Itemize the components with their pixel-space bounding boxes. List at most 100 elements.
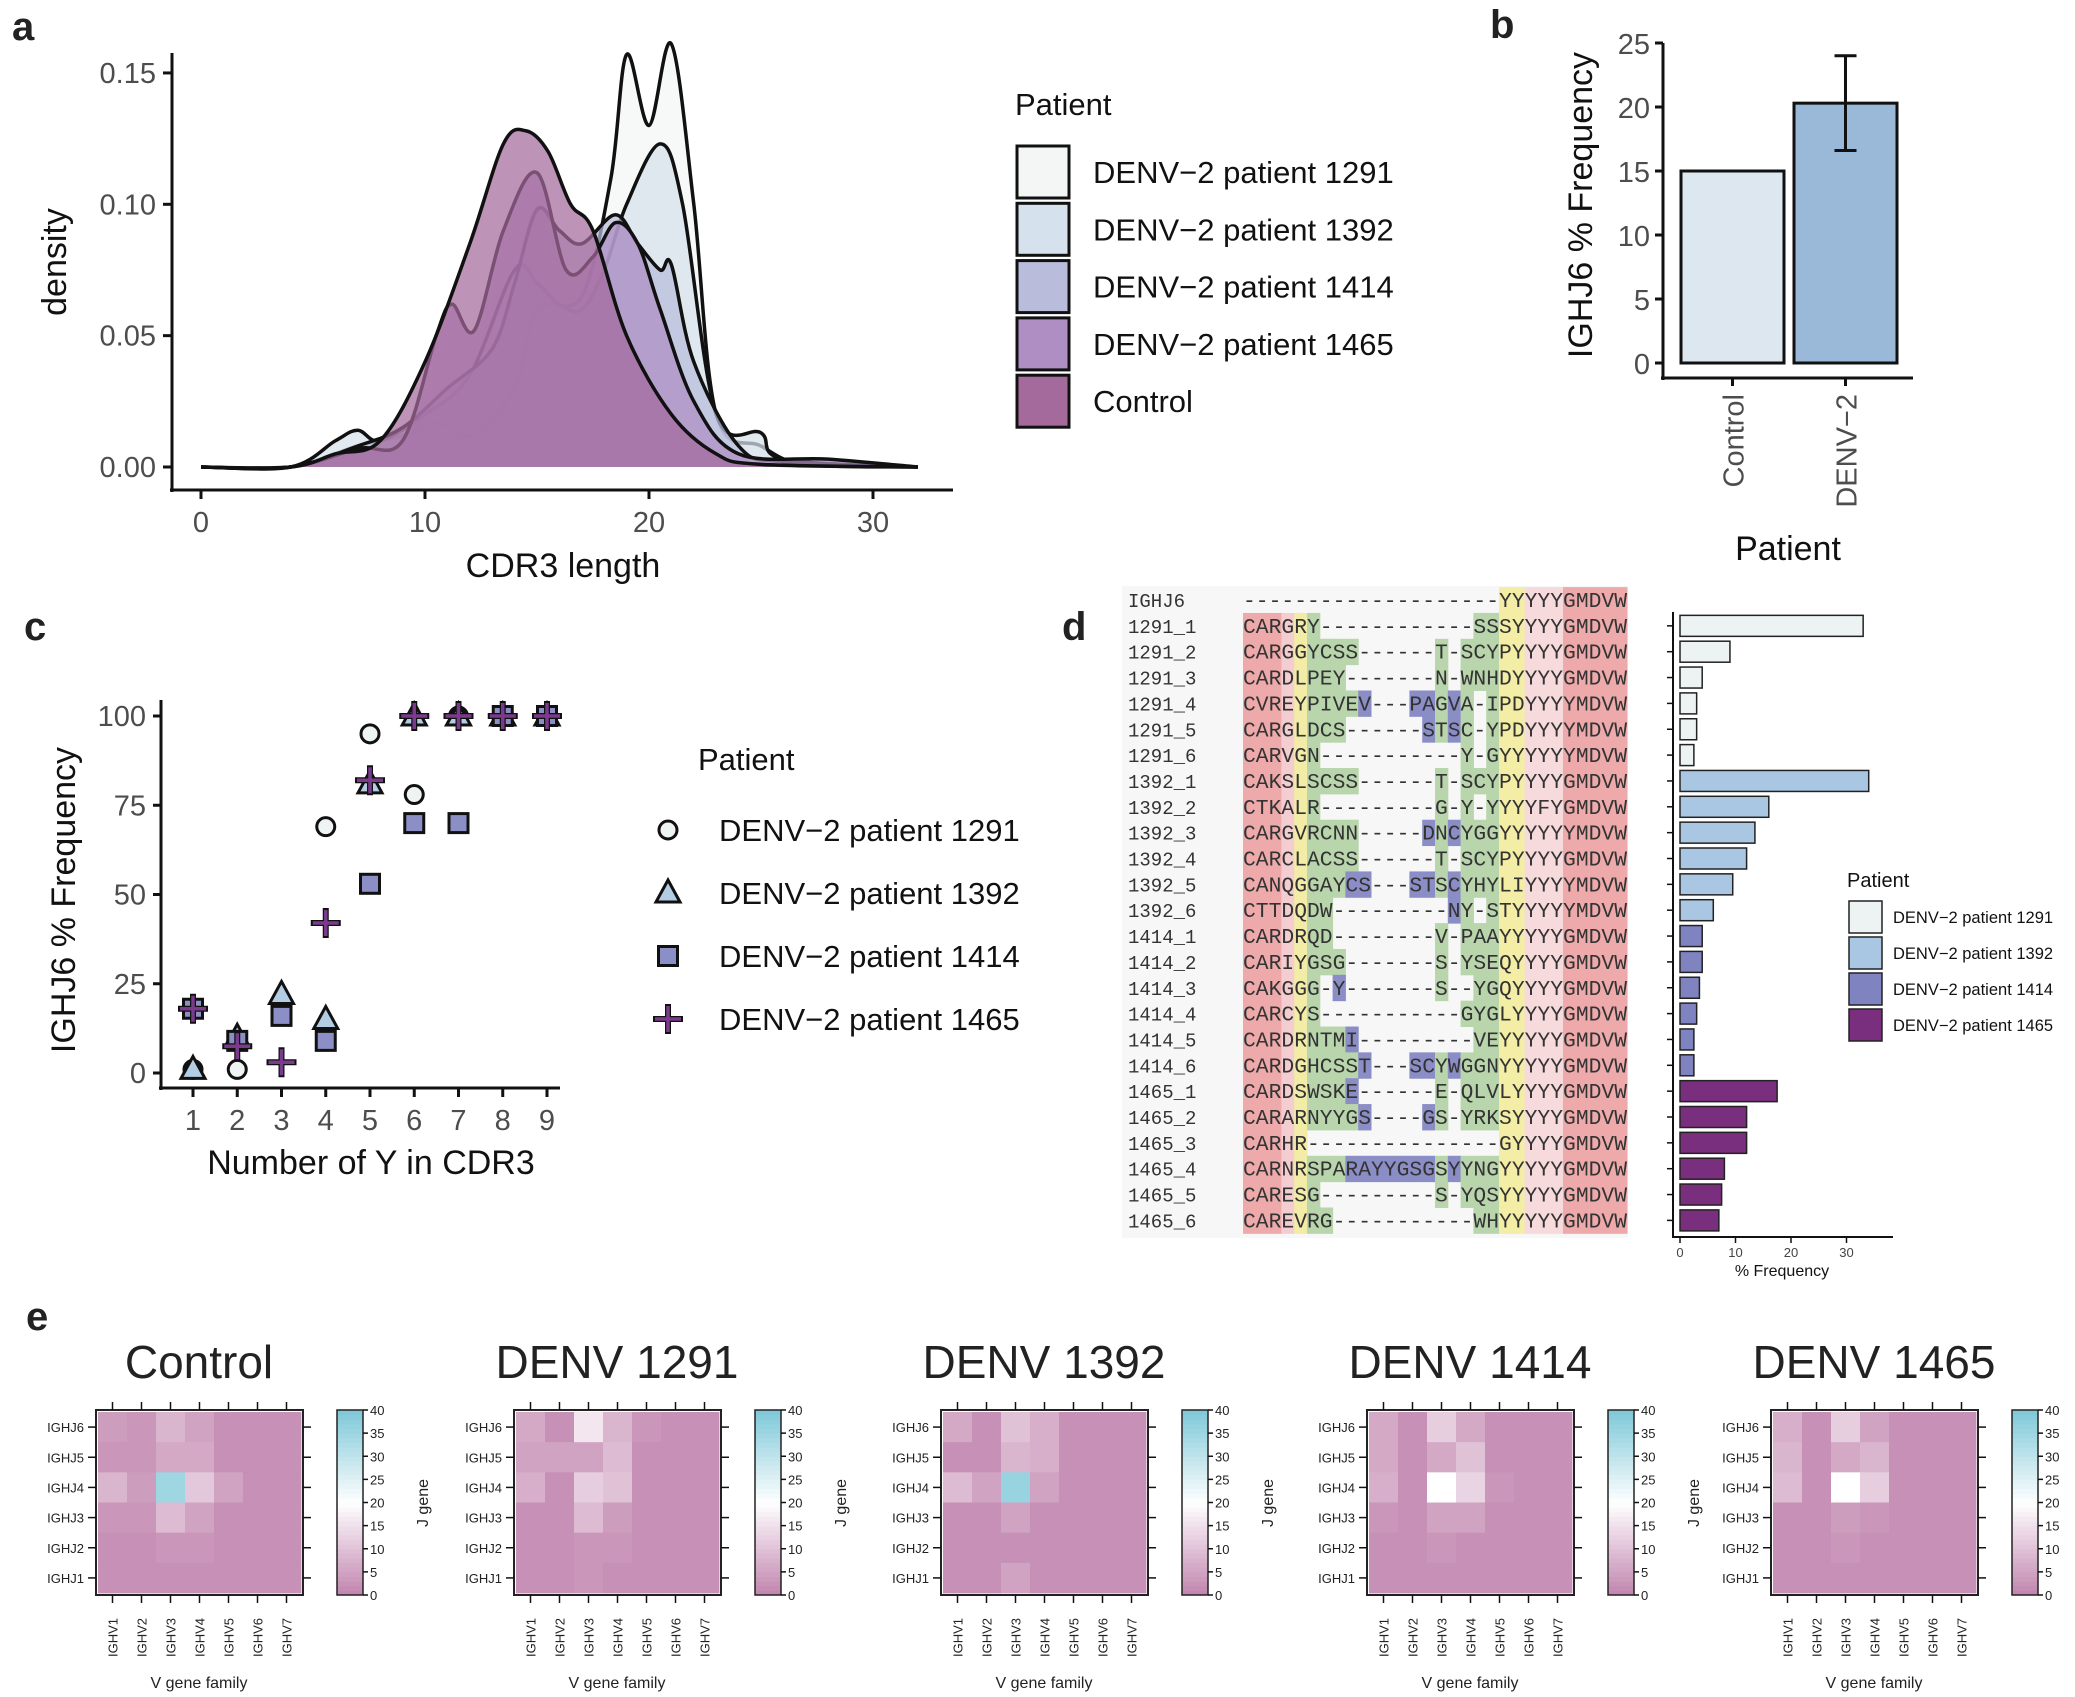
residue-highlight bbox=[1601, 871, 1615, 898]
colorbar-step bbox=[1608, 1484, 1634, 1490]
residue-highlight bbox=[1307, 1104, 1321, 1131]
heatmap-cell bbox=[127, 1412, 157, 1443]
residue-highlight bbox=[1499, 845, 1513, 872]
residue-highlight bbox=[1319, 897, 1334, 924]
heatmap-cell bbox=[690, 1532, 720, 1564]
residue-highlight bbox=[1511, 1026, 1526, 1053]
colorbar-step bbox=[1608, 1525, 1634, 1531]
heatmap-4 bbox=[1770, 1409, 2039, 1596]
residue-highlight bbox=[1550, 1000, 1564, 1028]
residue-highlight bbox=[1511, 819, 1526, 847]
colorbar-step bbox=[1182, 1497, 1208, 1503]
colorbar-step bbox=[755, 1419, 781, 1425]
heatmap-cell bbox=[156, 1472, 186, 1503]
residue-highlight bbox=[1614, 1155, 1628, 1183]
heatmap-cell bbox=[574, 1472, 604, 1503]
plus-fill bbox=[268, 1049, 295, 1076]
residue-highlight bbox=[1281, 612, 1295, 640]
colorbar-step bbox=[337, 1511, 363, 1517]
residue-highlight bbox=[1601, 1052, 1615, 1079]
x-tick-label-a: 10 bbox=[409, 507, 441, 539]
residue-highlight bbox=[1447, 690, 1462, 717]
heatmap-cell bbox=[972, 1532, 1002, 1564]
residue-highlight bbox=[1435, 1155, 1449, 1183]
heatmap-cell bbox=[1117, 1472, 1147, 1503]
x-axis-title-c: Number of Y in CDR3 bbox=[207, 1144, 535, 1182]
heatmap-col-label: IGHV7 bbox=[1955, 1618, 1970, 1657]
residue-highlight bbox=[1243, 793, 1257, 821]
residue-highlight bbox=[1499, 948, 1513, 976]
residue-highlight bbox=[1601, 1078, 1615, 1105]
colorbar-step bbox=[1608, 1507, 1634, 1513]
residue-highlight bbox=[1524, 897, 1538, 924]
residue-highlight bbox=[1435, 948, 1449, 976]
residue-highlight bbox=[1575, 897, 1590, 924]
colorbar-step bbox=[2012, 1530, 2038, 1536]
heatmap-cell bbox=[1543, 1412, 1573, 1443]
colorbar-step bbox=[755, 1553, 781, 1559]
residue-highlight bbox=[1524, 1207, 1538, 1234]
residue-highlight bbox=[1537, 1052, 1551, 1079]
residue-highlight bbox=[1588, 871, 1602, 898]
colorbar-step bbox=[337, 1433, 363, 1439]
residue-highlight bbox=[1614, 716, 1628, 743]
alignment-row-label: 1414_5 bbox=[1128, 1030, 1196, 1052]
heatmap-col-label: IGHV5 bbox=[640, 1618, 655, 1657]
heatmap-cell bbox=[214, 1502, 244, 1534]
alignment-row-label: 1291_4 bbox=[1128, 694, 1196, 716]
residue-highlight bbox=[1537, 845, 1551, 872]
heatmap-cell bbox=[1001, 1472, 1031, 1503]
residue-highlight bbox=[1422, 1104, 1436, 1131]
residue-highlight bbox=[1486, 819, 1500, 847]
colorbar-step bbox=[1608, 1447, 1634, 1453]
heatmap-cell bbox=[545, 1532, 575, 1564]
legend-title-a: Patient bbox=[1015, 87, 1112, 122]
residue-highlight bbox=[1473, 1207, 1487, 1234]
heatmap-col-label: IGHV2 bbox=[135, 1618, 150, 1657]
residue-highlight bbox=[1563, 1104, 1577, 1131]
residue-highlight bbox=[1435, 1078, 1449, 1105]
residue-highlight bbox=[1563, 664, 1577, 691]
heatmap-cell bbox=[1088, 1412, 1118, 1443]
heatmap-cell bbox=[214, 1442, 244, 1473]
heatmap-row-label: IGHJ4 bbox=[465, 1480, 502, 1495]
colorbar-step bbox=[2012, 1493, 2038, 1499]
frequency-bar bbox=[1679, 1002, 1698, 1025]
residue-highlight bbox=[1563, 1181, 1577, 1208]
residue-highlight bbox=[1281, 948, 1295, 976]
heatmap-row-label: IGHJ4 bbox=[1318, 1480, 1355, 1495]
heatmap-cell bbox=[603, 1412, 633, 1443]
colorbar-step bbox=[1182, 1423, 1208, 1429]
alignment-row-label: 1414_2 bbox=[1128, 953, 1196, 975]
frequency-bar bbox=[1679, 666, 1703, 689]
alignment-sequence: CAKSLSCSS------T-SCYPYYYYGMDVW bbox=[1243, 771, 1627, 795]
heatmap-cell bbox=[1543, 1502, 1573, 1534]
heatmap-cell bbox=[545, 1502, 575, 1534]
residue-highlight bbox=[1243, 742, 1257, 769]
heatmap-cell bbox=[1030, 1562, 1060, 1594]
residue-highlight bbox=[1499, 716, 1513, 743]
y-axis-title-c: IGHJ6 % Frequency bbox=[45, 747, 83, 1053]
residue-highlight bbox=[1332, 1026, 1346, 1053]
residue-highlight bbox=[1435, 1104, 1449, 1131]
heatmap-row-label: IGHJ3 bbox=[892, 1511, 929, 1526]
heatmap-cell bbox=[98, 1562, 128, 1594]
residue-highlight bbox=[1537, 612, 1551, 640]
heatmap-cell bbox=[1543, 1562, 1573, 1594]
residue-highlight bbox=[1307, 974, 1321, 1002]
residue-highlight bbox=[1294, 897, 1308, 924]
residue-highlight bbox=[1281, 664, 1295, 691]
residue-highlight bbox=[1345, 638, 1359, 666]
plus-fill bbox=[489, 703, 516, 729]
residue-highlight bbox=[1281, 638, 1295, 666]
residue-highlight bbox=[1563, 948, 1577, 976]
heatmap-cell bbox=[943, 1562, 973, 1594]
residue-highlight bbox=[1486, 1181, 1500, 1208]
heatmap-cell bbox=[1860, 1442, 1890, 1473]
residue-highlight bbox=[1614, 948, 1628, 976]
colorbar-step bbox=[337, 1590, 363, 1596]
residue-highlight bbox=[1319, 664, 1334, 691]
heatmap-cell bbox=[272, 1412, 302, 1443]
residue-highlight bbox=[1537, 742, 1551, 769]
residue-highlight bbox=[1575, 638, 1590, 666]
